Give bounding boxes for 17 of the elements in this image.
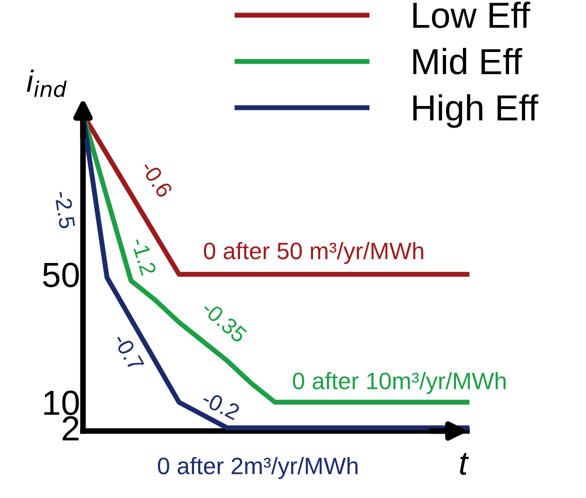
legend-label: Mid Eff — [413, 48, 522, 74]
y-tick-label: 10 — [44, 390, 79, 416]
y-tick-label: 50 — [42, 262, 79, 288]
annotation: -0.7 — [112, 332, 144, 372]
annotation: -1.2 — [131, 236, 157, 276]
annotation: 0 after 10m³/yr/MWh — [292, 372, 506, 394]
annotation: 0 after 50 m³/yr/MWh — [204, 242, 424, 264]
annotation: -0.2 — [201, 390, 240, 420]
y-axis-title: i$_{ind}$ — [26, 70, 67, 98]
x-axis-title: t — [460, 452, 469, 475]
legend-label: High Eff — [413, 94, 538, 128]
annotation: -0.6 — [140, 159, 174, 198]
text: 0 after 2m³/yr/MWh — [158, 456, 358, 480]
legend-label: Low Eff — [413, 2, 530, 28]
annotation: -0.35 — [200, 300, 248, 344]
text: -2.5 — [54, 190, 76, 229]
y-tick-label: 2 — [62, 416, 78, 440]
